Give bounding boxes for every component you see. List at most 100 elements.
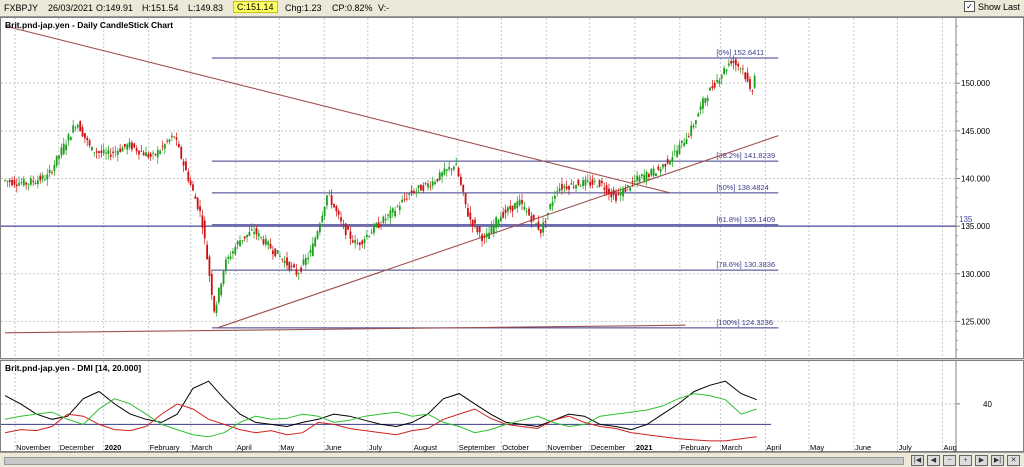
candle-body	[699, 106, 702, 111]
ohlc-header: FXBPJY 26/03/2021 O:149.91 H:151.54 L:14…	[0, 0, 1024, 17]
candle-body	[65, 144, 67, 151]
candle-body	[189, 180, 192, 185]
candle-body	[556, 191, 559, 193]
x-tick-label: March	[721, 443, 742, 452]
candle-body	[734, 59, 737, 65]
candle-body	[640, 174, 643, 177]
candle-body	[229, 256, 232, 259]
x-tick-label: October	[502, 443, 529, 452]
scroll-start-icon[interactable]: |◀	[911, 455, 924, 466]
candle-body	[76, 124, 79, 128]
candle-body	[156, 149, 159, 158]
candle-body	[431, 181, 434, 186]
candle-body	[488, 232, 490, 239]
candle-body	[375, 223, 378, 228]
candle-body	[662, 164, 664, 168]
candle-body	[159, 150, 161, 154]
candle-body	[196, 197, 199, 210]
close-chart-icon[interactable]: ✕	[1007, 455, 1020, 466]
support-line-label: 135	[959, 215, 973, 224]
candle-body	[121, 147, 124, 152]
candle-body	[474, 219, 476, 224]
candle-body	[102, 149, 105, 154]
candle-body	[495, 217, 498, 228]
candle-body	[507, 207, 509, 212]
candle-body	[669, 160, 671, 165]
candle-body	[109, 154, 112, 157]
candle-body	[584, 179, 587, 186]
candle-body	[41, 175, 44, 180]
candle-body	[438, 172, 441, 181]
candle-body	[203, 220, 206, 239]
candle-body	[467, 208, 469, 217]
scroll-left-icon[interactable]: ◀	[927, 455, 940, 466]
candle-body	[711, 86, 714, 89]
candle-body	[685, 139, 688, 145]
candle-body	[530, 215, 533, 223]
fibonacci-label: [50%] 138.4824	[716, 183, 769, 192]
fibonacci-label: [38.2%] 141.8239	[716, 151, 775, 160]
candle-body	[377, 222, 380, 228]
candle-body	[709, 87, 711, 91]
candle-body	[535, 223, 537, 225]
candle-body	[695, 120, 697, 124]
candle-body	[356, 243, 359, 245]
date-label: 26/03/2021	[48, 3, 94, 13]
candle-body	[427, 183, 429, 188]
candle-body	[648, 174, 650, 177]
scroll-right-icon[interactable]: ▶	[975, 455, 988, 466]
zoom-in-icon[interactable]: +	[959, 455, 972, 466]
candle-body	[664, 163, 667, 167]
candle-body	[257, 233, 260, 237]
candle-body	[250, 229, 253, 231]
candle-body	[227, 256, 230, 259]
candle-body	[222, 271, 225, 284]
candle-body	[201, 215, 204, 228]
candle-body	[175, 137, 178, 140]
candle-body	[730, 60, 733, 64]
candle-body	[502, 211, 505, 218]
candle-body	[149, 153, 152, 157]
trendline-base	[4, 324, 686, 334]
candle-body	[420, 184, 422, 191]
candle-body	[713, 83, 716, 88]
candle-body	[361, 240, 364, 245]
candle-body	[248, 231, 251, 236]
candle-body	[401, 199, 404, 203]
candle-body	[645, 172, 648, 180]
low-label: L:149.83	[188, 3, 224, 13]
show-last-toggle[interactable]: ✓ Show Last	[963, 1, 1020, 12]
zoom-out-icon[interactable]: −	[943, 455, 956, 466]
dmi-series-0	[4, 380, 757, 431]
candle-body	[91, 146, 93, 151]
candle-body	[168, 139, 171, 142]
dmi-series-2	[4, 393, 757, 438]
candle-body	[243, 236, 246, 239]
candle-body	[288, 261, 291, 271]
check-icon[interactable]: ✓	[963, 1, 975, 12]
candle-body	[521, 200, 523, 204]
x-tick-label: February	[681, 443, 711, 452]
show-last-label: Show Last	[977, 1, 1020, 12]
candle-body	[337, 210, 340, 215]
scroll-end-icon[interactable]: ▶|	[991, 455, 1004, 466]
candle-body	[307, 257, 310, 260]
candle-body	[178, 143, 180, 148]
dmi-pane[interactable]: Brit.pnd-jap.yen - DMI [14, 20.000] 40	[0, 360, 1024, 452]
candle-body	[145, 152, 147, 157]
fibonacci-label: [0%] 152.6411	[716, 48, 764, 57]
candle-body	[105, 152, 107, 154]
price-chart: 125.000 130.000 135.000 140.000 145.000 150.0…	[1, 18, 990, 358]
candle-body	[579, 185, 582, 187]
candle-body	[716, 79, 718, 83]
candle-body	[344, 223, 347, 235]
candle-body	[302, 259, 305, 265]
candle-body	[290, 265, 293, 267]
x-tick-label: November	[16, 443, 51, 452]
dmi-title: Brit.pnd-jap.yen - DMI [14, 20.000]	[5, 363, 142, 373]
price-chart-title: Brit.pnd-jap.yen - Daily CandleStick Cha…	[5, 20, 174, 30]
candle-body	[460, 176, 462, 185]
candle-body	[516, 201, 519, 209]
price-chart-pane[interactable]: Brit.pnd-jap.yen - Daily CandleStick Cha…	[0, 17, 1024, 359]
horizontal-scrollbar[interactable]	[4, 457, 904, 465]
